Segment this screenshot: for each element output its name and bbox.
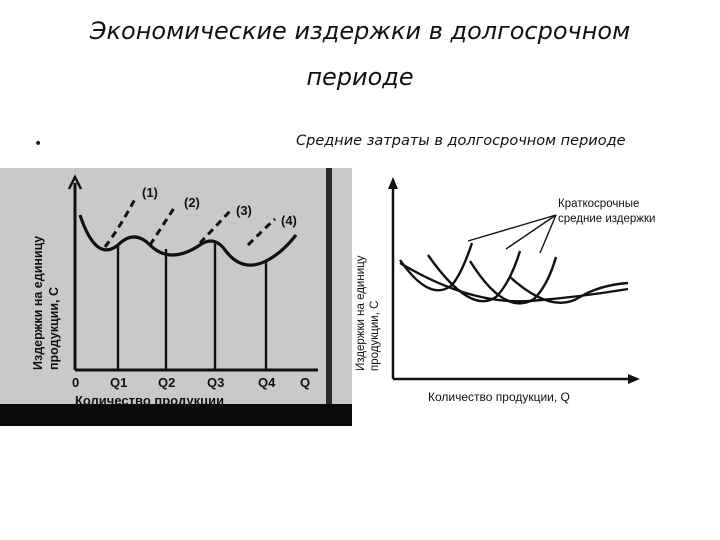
right-x-arrowhead (628, 374, 640, 384)
left-src-4-dashed (246, 217, 277, 247)
left-figure-bottom-bar (0, 404, 352, 426)
right-pointer-1 (467, 214, 557, 242)
left-y-axis-label-line-1: Издержки на единицу (31, 236, 45, 370)
left-curve-label-2: (2) (184, 195, 200, 210)
right-srac-curve-2 (427, 250, 522, 303)
left-x-tick-q1: Q1 (110, 375, 127, 390)
left-x-tick-0: 0 (72, 375, 79, 390)
right-lrac-envelope (399, 261, 629, 303)
right-srac-curve-3 (468, 256, 558, 305)
left-src-3-dashed (198, 207, 234, 245)
right-figure: Издержки на единицу продукции, С Краткос… (355, 177, 655, 404)
left-x-tick-q: Q (300, 375, 310, 390)
right-annotation-line-2: средние издержки (558, 213, 655, 225)
left-x-tick-q4: Q4 (258, 375, 276, 390)
right-y-axis-label-line-1: Издержки на единицу (355, 255, 367, 371)
left-curve-label-3: (3) (236, 203, 252, 218)
left-curve-label-1: (1) (142, 185, 158, 200)
right-x-axis-label: Количество продукции, Q (428, 390, 570, 404)
cost-figures: (1) (2) (3) (4) Издержки на единицу прод… (0, 168, 655, 426)
right-y-axis-label-line-2: продукции, С (369, 301, 381, 371)
left-src-1-dashed (103, 198, 137, 248)
right-annotation-line-1: Краткосрочные (558, 198, 639, 210)
page-title-line-2: периоде (306, 63, 414, 91)
left-x-tick-q3: Q3 (207, 375, 224, 390)
bullet-marker: • (34, 136, 43, 152)
right-pointer-2 (505, 214, 557, 250)
left-figure-background (0, 168, 352, 405)
page-title-line-1: Экономические издержки в долгосрочном (89, 17, 631, 45)
right-pointer-3 (539, 214, 557, 254)
left-src-2-dashed (148, 204, 178, 246)
left-curve-label-4: (4) (281, 213, 297, 228)
left-y-axis-label-line-2: продукции, С (47, 287, 61, 370)
right-srac-curve-4 (509, 276, 629, 304)
slide-subtitle: Средние затраты в долгосрочном периоде (296, 133, 626, 149)
left-y-arrow (67, 174, 83, 190)
left-figure-edge-dark (326, 168, 332, 404)
left-x-axis-label: Количество продукции (75, 393, 224, 408)
left-x-tick-q2: Q2 (158, 375, 175, 390)
left-figure: (1) (2) (3) (4) Издержки на единицу прод… (0, 168, 352, 426)
right-y-arrowhead (388, 177, 398, 189)
